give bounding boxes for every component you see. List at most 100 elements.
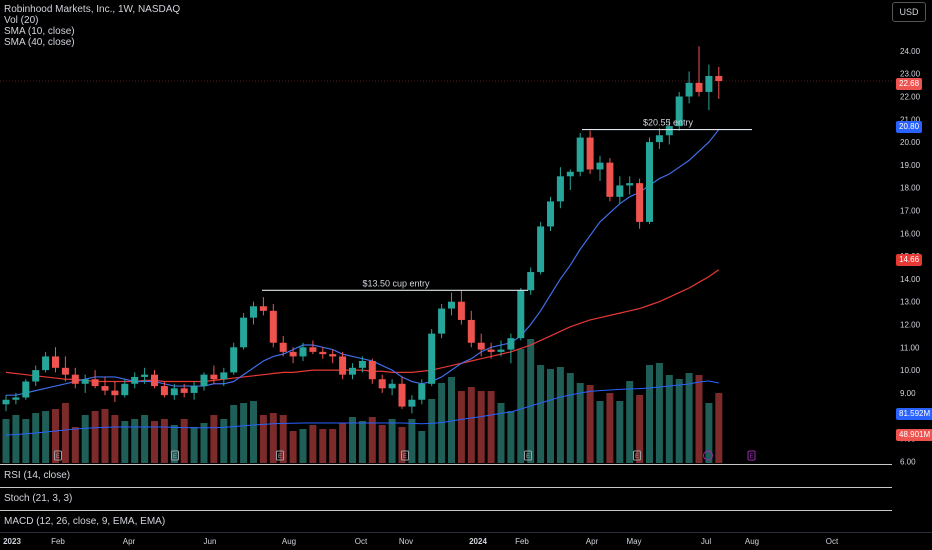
earnings-marker-label: E — [635, 454, 639, 460]
volume-bar — [329, 429, 337, 463]
volume-bar — [626, 381, 634, 463]
stoch-pane-label[interactable]: Stoch (21, 3, 3) — [4, 493, 73, 504]
candle-body — [91, 379, 99, 387]
y-tick-label: 24.00 — [900, 47, 921, 56]
x-tick-label: Aug — [282, 537, 296, 546]
volume-ma-line — [5, 380, 719, 436]
candle-body — [259, 306, 267, 311]
candle-body — [616, 185, 624, 197]
earnings-marker — [276, 450, 284, 461]
upcoming-earnings-marker — [747, 450, 756, 461]
candle-body — [467, 319, 475, 343]
volume-bar — [477, 391, 485, 463]
pane-divider[interactable] — [0, 487, 892, 488]
volume-bar — [596, 401, 604, 463]
volume-bar — [22, 419, 30, 463]
candle-body — [240, 317, 248, 348]
y-tick-label: 17.00 — [900, 207, 921, 216]
candle-body — [279, 342, 287, 352]
volume-bar — [101, 409, 109, 463]
volume-bar — [715, 393, 723, 463]
x-tick-label: Oct — [826, 537, 839, 546]
x-tick-label: Jul — [701, 537, 711, 546]
candle-body — [418, 383, 426, 400]
y-tick-label: 20.00 — [900, 138, 921, 147]
candle-body — [665, 126, 673, 136]
volume-bar — [566, 373, 574, 463]
indicator-volume[interactable]: Vol (20) — [4, 15, 39, 26]
x-tick-label: 2024 — [469, 537, 487, 546]
candle-body — [22, 381, 30, 398]
volume-bar — [240, 403, 248, 463]
candle-body — [220, 372, 228, 380]
volume-bar — [200, 423, 208, 463]
candle-body — [556, 176, 564, 202]
volume-bar — [358, 421, 366, 463]
candle-body — [71, 374, 79, 384]
x-tick-label: Aug — [745, 537, 759, 546]
volume-bar — [428, 399, 436, 463]
earnings-marker — [54, 450, 62, 461]
candle-body — [408, 399, 416, 407]
pane-divider[interactable] — [0, 510, 892, 511]
candle-body — [586, 137, 594, 170]
candle-body — [606, 162, 614, 197]
volume-bar — [497, 403, 505, 463]
macd-pane-label[interactable]: MACD (12, 26, close, 9, EMA, EMA) — [4, 516, 166, 527]
candle-body — [81, 379, 89, 384]
x-tick-label: 2023 — [3, 537, 21, 546]
candle-body — [487, 349, 495, 352]
currency-button[interactable]: USD — [892, 2, 926, 22]
x-tick-label: May — [626, 537, 641, 546]
volume-bar — [61, 403, 69, 463]
volume-bar — [220, 419, 228, 463]
candle-body — [121, 383, 129, 396]
pane-divider[interactable] — [0, 464, 892, 465]
volume-ma-tag: 81.592M — [896, 408, 932, 420]
volume-bar — [141, 415, 149, 463]
candle-body — [111, 390, 119, 396]
candle-body — [32, 370, 40, 382]
candle-body — [636, 183, 644, 222]
volume-bar — [398, 427, 406, 463]
earnings-marker — [401, 450, 409, 461]
candle-body — [477, 342, 485, 350]
earnings-marker-label: E — [173, 454, 177, 460]
volume-bar — [42, 411, 50, 463]
chart-legend: Robinhood Markets, Inc., 1W, NASDAQ Vol … — [4, 4, 180, 48]
candle-body — [170, 388, 178, 396]
volume-bar — [586, 385, 594, 463]
volume-bar — [487, 391, 495, 463]
volume-bar — [91, 411, 99, 463]
time-axis-divider — [0, 532, 932, 533]
candle-body — [497, 349, 505, 352]
volume-bar — [467, 387, 475, 463]
earnings-marker-label: E — [526, 454, 530, 460]
symbol-title: Robinhood Markets, Inc., 1W, NASDAQ — [4, 4, 181, 15]
candle-body — [507, 338, 515, 350]
y-tick-label: 6.00 — [900, 457, 916, 466]
volume-bar — [418, 431, 426, 463]
candle-body — [655, 135, 663, 143]
volume-bar — [111, 415, 119, 463]
volume-bar — [319, 429, 327, 463]
y-tick-label: 12.00 — [900, 321, 921, 330]
candle-body — [398, 383, 406, 407]
x-tick-label: Apr — [586, 537, 599, 546]
candle-body — [566, 171, 574, 177]
rsi-pane-label[interactable]: RSI (14, close) — [4, 470, 71, 481]
volume-bar — [378, 425, 386, 463]
candle-body — [388, 383, 396, 389]
candle-body — [210, 374, 218, 380]
indicator-sma10[interactable]: SMA (10, close) — [4, 26, 75, 37]
candle-body — [141, 374, 149, 377]
cup-entry-label: $13.50 cup entry — [362, 278, 430, 288]
candle-body — [12, 397, 20, 400]
volume-bar — [299, 429, 307, 463]
candle-body — [378, 379, 386, 389]
candle-body — [428, 333, 436, 384]
volume-bar — [457, 391, 465, 463]
indicator-sma40[interactable]: SMA (40, close) — [4, 37, 75, 48]
volume-bar — [517, 349, 525, 463]
